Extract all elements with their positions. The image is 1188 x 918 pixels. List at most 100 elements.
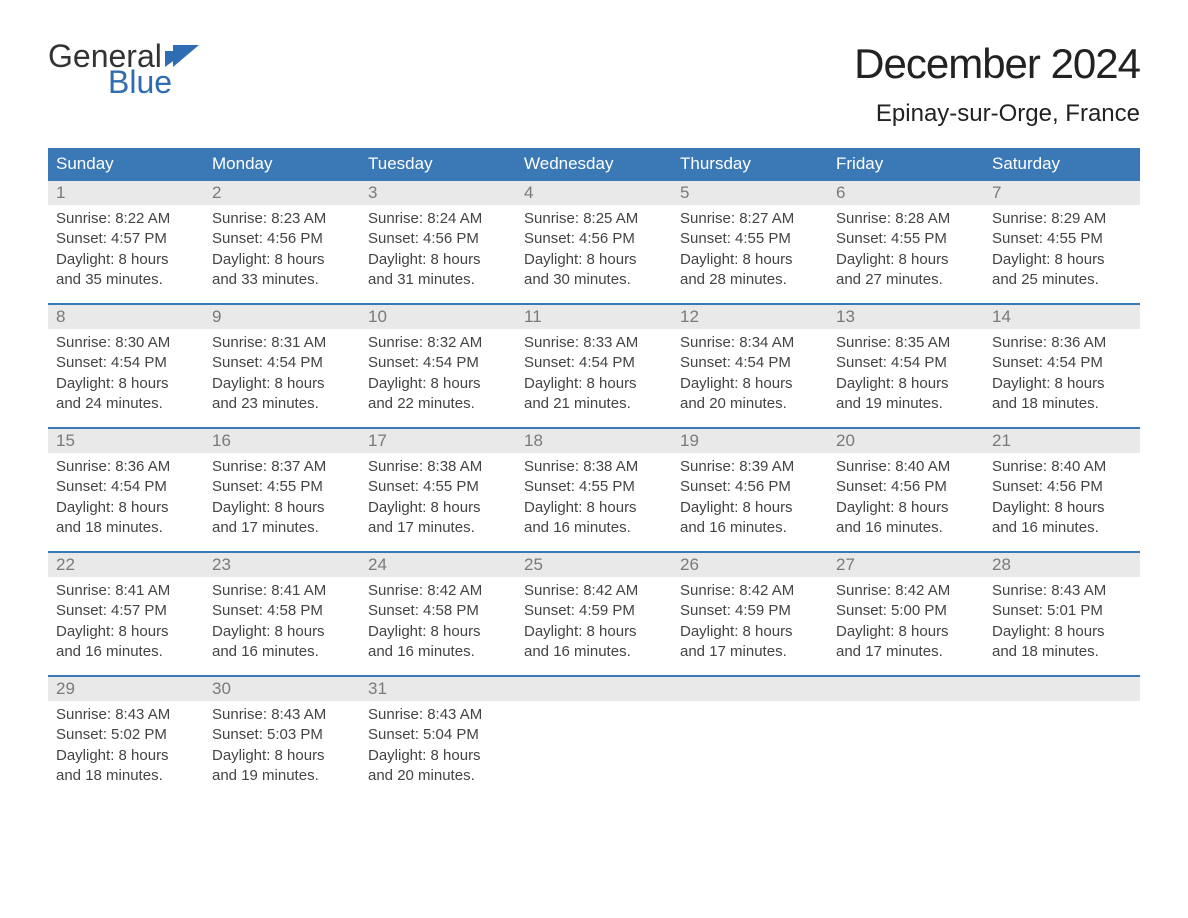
day-number: 1 xyxy=(48,181,204,205)
day-sunrise: Sunrise: 8:40 AM xyxy=(992,457,1132,477)
day-sunrise: Sunrise: 8:37 AM xyxy=(212,457,352,477)
day-daylight2: and 22 minutes. xyxy=(368,394,508,414)
day-cell: 25Sunrise: 8:42 AMSunset: 4:59 PMDayligh… xyxy=(516,553,672,675)
day-cell xyxy=(516,677,672,799)
weekday-label: Friday xyxy=(828,148,984,181)
day-daylight1: Daylight: 8 hours xyxy=(212,498,352,518)
day-body: Sunrise: 8:43 AMSunset: 5:02 PMDaylight:… xyxy=(48,701,204,792)
day-daylight2: and 20 minutes. xyxy=(368,766,508,786)
day-sunrise: Sunrise: 8:41 AM xyxy=(56,581,196,601)
day-daylight1: Daylight: 8 hours xyxy=(836,374,976,394)
weekday-header: SundayMondayTuesdayWednesdayThursdayFrid… xyxy=(48,148,1140,181)
day-daylight2: and 16 minutes. xyxy=(56,642,196,662)
header: General Blue December 2024 Epinay-sur-Or… xyxy=(48,40,1140,142)
day-daylight1: Daylight: 8 hours xyxy=(680,250,820,270)
day-cell: 5Sunrise: 8:27 AMSunset: 4:55 PMDaylight… xyxy=(672,181,828,303)
day-body: Sunrise: 8:30 AMSunset: 4:54 PMDaylight:… xyxy=(48,329,204,420)
day-daylight2: and 27 minutes. xyxy=(836,270,976,290)
day-sunrise: Sunrise: 8:40 AM xyxy=(836,457,976,477)
day-daylight1: Daylight: 8 hours xyxy=(680,374,820,394)
day-sunrise: Sunrise: 8:27 AM xyxy=(680,209,820,229)
day-daylight2: and 33 minutes. xyxy=(212,270,352,290)
day-daylight1: Daylight: 8 hours xyxy=(368,374,508,394)
day-cell xyxy=(672,677,828,799)
week-row: 15Sunrise: 8:36 AMSunset: 4:54 PMDayligh… xyxy=(48,427,1140,551)
day-sunset: Sunset: 4:56 PM xyxy=(992,477,1132,497)
day-daylight2: and 18 minutes. xyxy=(56,766,196,786)
day-number: 21 xyxy=(984,429,1140,453)
day-sunset: Sunset: 4:54 PM xyxy=(56,477,196,497)
day-sunset: Sunset: 4:54 PM xyxy=(836,353,976,373)
day-cell: 22Sunrise: 8:41 AMSunset: 4:57 PMDayligh… xyxy=(48,553,204,675)
day-number: 14 xyxy=(984,305,1140,329)
page-title: December 2024 xyxy=(854,40,1140,88)
day-number: 26 xyxy=(672,553,828,577)
day-cell: 20Sunrise: 8:40 AMSunset: 4:56 PMDayligh… xyxy=(828,429,984,551)
day-cell: 7Sunrise: 8:29 AMSunset: 4:55 PMDaylight… xyxy=(984,181,1140,303)
day-cell: 12Sunrise: 8:34 AMSunset: 4:54 PMDayligh… xyxy=(672,305,828,427)
day-sunset: Sunset: 4:58 PM xyxy=(368,601,508,621)
logo: General Blue xyxy=(48,40,199,98)
day-cell: 8Sunrise: 8:30 AMSunset: 4:54 PMDaylight… xyxy=(48,305,204,427)
day-number: 23 xyxy=(204,553,360,577)
day-sunrise: Sunrise: 8:42 AM xyxy=(368,581,508,601)
day-daylight1: Daylight: 8 hours xyxy=(56,746,196,766)
day-number: 16 xyxy=(204,429,360,453)
day-daylight1: Daylight: 8 hours xyxy=(836,250,976,270)
day-body: Sunrise: 8:40 AMSunset: 4:56 PMDaylight:… xyxy=(828,453,984,544)
day-daylight2: and 16 minutes. xyxy=(836,518,976,538)
day-number: 13 xyxy=(828,305,984,329)
day-cell xyxy=(828,677,984,799)
day-daylight1: Daylight: 8 hours xyxy=(368,746,508,766)
day-body: Sunrise: 8:29 AMSunset: 4:55 PMDaylight:… xyxy=(984,205,1140,296)
day-body: Sunrise: 8:37 AMSunset: 4:55 PMDaylight:… xyxy=(204,453,360,544)
day-number: 4 xyxy=(516,181,672,205)
day-number: 17 xyxy=(360,429,516,453)
day-sunset: Sunset: 4:56 PM xyxy=(368,229,508,249)
day-body: Sunrise: 8:34 AMSunset: 4:54 PMDaylight:… xyxy=(672,329,828,420)
day-daylight1: Daylight: 8 hours xyxy=(836,622,976,642)
day-sunrise: Sunrise: 8:30 AM xyxy=(56,333,196,353)
week-row: 29Sunrise: 8:43 AMSunset: 5:02 PMDayligh… xyxy=(48,675,1140,799)
day-number: 19 xyxy=(672,429,828,453)
day-sunset: Sunset: 4:57 PM xyxy=(56,601,196,621)
day-body: Sunrise: 8:28 AMSunset: 4:55 PMDaylight:… xyxy=(828,205,984,296)
day-sunset: Sunset: 4:59 PM xyxy=(680,601,820,621)
day-body: Sunrise: 8:40 AMSunset: 4:56 PMDaylight:… xyxy=(984,453,1140,544)
day-sunrise: Sunrise: 8:35 AM xyxy=(836,333,976,353)
day-sunrise: Sunrise: 8:39 AM xyxy=(680,457,820,477)
weekday-label: Saturday xyxy=(984,148,1140,181)
day-body: Sunrise: 8:25 AMSunset: 4:56 PMDaylight:… xyxy=(516,205,672,296)
day-daylight2: and 16 minutes. xyxy=(524,518,664,538)
day-sunset: Sunset: 5:04 PM xyxy=(368,725,508,745)
day-sunrise: Sunrise: 8:31 AM xyxy=(212,333,352,353)
day-cell: 21Sunrise: 8:40 AMSunset: 4:56 PMDayligh… xyxy=(984,429,1140,551)
day-number xyxy=(672,677,828,701)
day-sunset: Sunset: 4:55 PM xyxy=(368,477,508,497)
weekday-label: Monday xyxy=(204,148,360,181)
day-sunset: Sunset: 4:57 PM xyxy=(56,229,196,249)
day-sunrise: Sunrise: 8:42 AM xyxy=(836,581,976,601)
day-body: Sunrise: 8:41 AMSunset: 4:57 PMDaylight:… xyxy=(48,577,204,668)
day-sunset: Sunset: 4:56 PM xyxy=(524,229,664,249)
day-number: 15 xyxy=(48,429,204,453)
day-body: Sunrise: 8:39 AMSunset: 4:56 PMDaylight:… xyxy=(672,453,828,544)
day-sunrise: Sunrise: 8:33 AM xyxy=(524,333,664,353)
day-number xyxy=(984,677,1140,701)
day-daylight1: Daylight: 8 hours xyxy=(56,498,196,518)
day-body: Sunrise: 8:24 AMSunset: 4:56 PMDaylight:… xyxy=(360,205,516,296)
day-sunrise: Sunrise: 8:29 AM xyxy=(992,209,1132,229)
day-sunrise: Sunrise: 8:42 AM xyxy=(524,581,664,601)
day-sunrise: Sunrise: 8:43 AM xyxy=(212,705,352,725)
day-number: 6 xyxy=(828,181,984,205)
day-number: 11 xyxy=(516,305,672,329)
day-body: Sunrise: 8:23 AMSunset: 4:56 PMDaylight:… xyxy=(204,205,360,296)
day-sunrise: Sunrise: 8:24 AM xyxy=(368,209,508,229)
day-number: 24 xyxy=(360,553,516,577)
day-number: 10 xyxy=(360,305,516,329)
day-body: Sunrise: 8:33 AMSunset: 4:54 PMDaylight:… xyxy=(516,329,672,420)
day-number: 31 xyxy=(360,677,516,701)
day-sunrise: Sunrise: 8:34 AM xyxy=(680,333,820,353)
day-number: 25 xyxy=(516,553,672,577)
day-sunrise: Sunrise: 8:28 AM xyxy=(836,209,976,229)
